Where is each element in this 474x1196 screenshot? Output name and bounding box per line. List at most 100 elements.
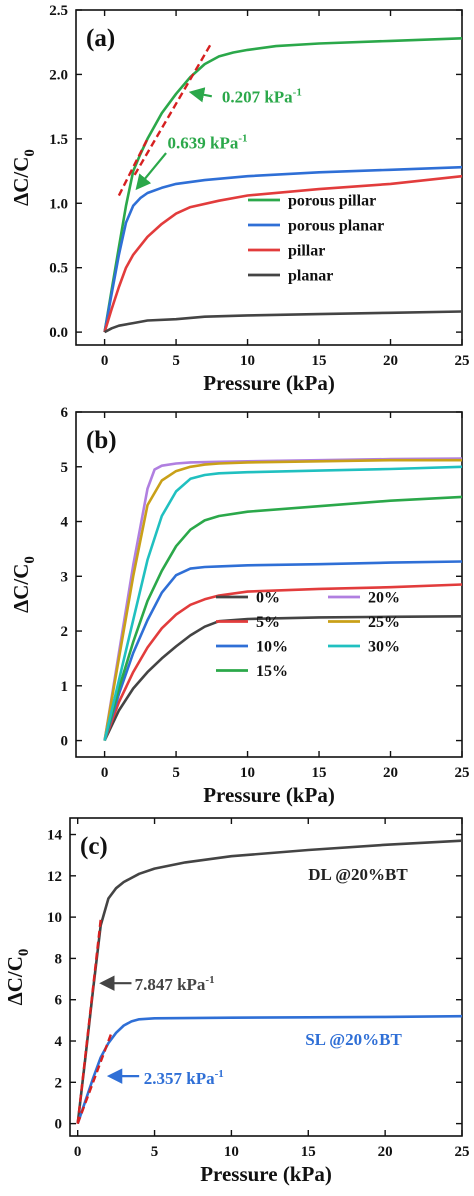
annotation-text: DL @20%BT bbox=[308, 865, 408, 884]
series-line-3 bbox=[103, 495, 463, 741]
panel-label: (b) bbox=[86, 427, 117, 454]
y-tick-label: 1 bbox=[61, 679, 69, 695]
annotation-text: 2.357 kPa bbox=[144, 1069, 215, 1088]
y-tick-label: 10 bbox=[47, 910, 62, 926]
series-line-2 bbox=[103, 560, 463, 741]
annotation-superscript: -1 bbox=[215, 1068, 224, 1080]
y-tick-label: 0.5 bbox=[49, 261, 68, 277]
y-axis-title-subscript: 0 bbox=[22, 149, 38, 157]
annotation-superscript: -1 bbox=[238, 133, 247, 145]
x-tick-label: 10 bbox=[224, 1144, 239, 1160]
linear-fit-line-0 bbox=[76, 919, 102, 1124]
annotation-label: DL @20%BT bbox=[308, 865, 408, 884]
y-tick-label: 14 bbox=[47, 828, 63, 844]
series-line-0 bbox=[103, 615, 463, 742]
plot-frame bbox=[75, 411, 463, 758]
annotation-superscript: -1 bbox=[293, 86, 302, 98]
annotation-text: 0.207 kPa bbox=[222, 87, 293, 106]
y-tick-label: 6 bbox=[61, 405, 69, 421]
series-line-3 bbox=[103, 310, 463, 334]
series-line-2 bbox=[103, 174, 463, 333]
annotation-label: 2.357 kPa-1 bbox=[144, 1068, 224, 1088]
annotation-text: 7.847 kPa bbox=[135, 975, 206, 994]
legend-label-2: 10% bbox=[256, 639, 288, 656]
x-tick-label: 0 bbox=[101, 353, 109, 369]
y-tick-label: 2.5 bbox=[49, 3, 68, 19]
x-axis-title: Pressure (kPa) bbox=[203, 371, 335, 395]
annotation-text: 0.639 kPa bbox=[167, 134, 238, 153]
series-line-1 bbox=[76, 1014, 463, 1125]
y-tick-label: 2 bbox=[55, 1075, 63, 1091]
panel-label: (a) bbox=[86, 25, 115, 52]
y-tick-label: 1.0 bbox=[49, 196, 68, 212]
y-tick-label: 2.0 bbox=[49, 67, 68, 83]
annotation-arrow bbox=[188, 87, 213, 103]
y-tick-label: 8 bbox=[55, 951, 63, 967]
chart-panel-a: 0 5 10 15 20 25 0.0 0.5 1.0 1.5 2.0 2.5 Pressure (kP… bbox=[9, 3, 470, 395]
y-tick-label: 5 bbox=[61, 460, 69, 476]
x-tick-label: 25 bbox=[455, 353, 470, 369]
x-tick-label: 5 bbox=[172, 765, 180, 781]
x-tick-label: 20 bbox=[383, 353, 398, 369]
annotation-superscript: -1 bbox=[205, 974, 214, 986]
panel-label: (c) bbox=[80, 833, 108, 860]
series-line-6 bbox=[103, 465, 463, 741]
x-tick-label: 10 bbox=[240, 765, 255, 781]
x-tick-label: 0 bbox=[101, 765, 109, 781]
series-line-1 bbox=[103, 583, 463, 742]
x-axis-title: Pressure (kPa) bbox=[203, 783, 335, 807]
y-axis-title-main: ΔC/C bbox=[9, 564, 33, 613]
x-tick-label: 25 bbox=[455, 765, 470, 781]
x-axis-title: Pressure (kPa) bbox=[200, 1162, 332, 1186]
x-tick-label: 10 bbox=[240, 353, 255, 369]
x-tick-label: 15 bbox=[301, 1144, 316, 1160]
x-tick-label: 20 bbox=[378, 1144, 393, 1160]
y-tick-label: 0 bbox=[55, 1117, 63, 1133]
x-tick-label: 0 bbox=[74, 1144, 82, 1160]
annotation-label: 0.639 kPa-1 bbox=[167, 133, 247, 153]
series-line-5 bbox=[103, 458, 462, 741]
y-axis-title: ΔC/C0 bbox=[3, 949, 32, 1006]
x-tick-label: 15 bbox=[312, 765, 327, 781]
series-line-0 bbox=[103, 37, 463, 333]
y-tick-label: 0.0 bbox=[49, 325, 68, 341]
y-axis-title-main: ΔC/C bbox=[3, 956, 27, 1005]
y-tick-label: 1.5 bbox=[49, 132, 68, 148]
y-axis-title-subscript: 0 bbox=[22, 556, 38, 564]
y-tick-label: 2 bbox=[61, 624, 69, 640]
y-tick-label: 4 bbox=[55, 1034, 63, 1050]
y-tick-label: 3 bbox=[61, 569, 69, 585]
annotation-text: SL @20%BT bbox=[305, 1030, 402, 1049]
linear-fit-line-1 bbox=[133, 44, 212, 176]
annotation-label: 0.207 kPa-1 bbox=[222, 86, 302, 106]
y-tick-label: 12 bbox=[47, 869, 62, 885]
y-tick-label: 0 bbox=[61, 734, 69, 750]
y-axis-title: ΔC/C0 bbox=[9, 556, 38, 613]
legend-label-3: 15% bbox=[256, 663, 288, 680]
plot-frame bbox=[75, 9, 463, 346]
legend-label-1: 5% bbox=[256, 614, 280, 631]
legend-label-6: 30% bbox=[368, 639, 400, 656]
x-tick-label: 5 bbox=[172, 353, 180, 369]
y-axis-title-subscript: 0 bbox=[16, 949, 32, 957]
legend-label-0: porous pillar bbox=[288, 193, 376, 210]
y-tick-label: 6 bbox=[55, 993, 63, 1009]
series-line-1 bbox=[103, 165, 463, 333]
x-tick-label: 20 bbox=[383, 765, 398, 781]
legend-label-2: pillar bbox=[288, 243, 325, 260]
legend-label-0: 0% bbox=[256, 590, 280, 607]
legend-label-5: 25% bbox=[368, 614, 400, 631]
legend-label-3: planar bbox=[288, 268, 333, 285]
legend-label-1: porous planar bbox=[288, 218, 384, 235]
y-tick-label: 4 bbox=[61, 515, 69, 531]
annotation-arrow bbox=[135, 152, 167, 191]
annotation-label: SL @20%BT bbox=[305, 1030, 402, 1049]
x-tick-label: 5 bbox=[151, 1144, 159, 1160]
y-axis-title-main: ΔC/C bbox=[9, 157, 33, 206]
linear-fit-line-1 bbox=[76, 1032, 113, 1125]
x-tick-label: 15 bbox=[312, 353, 327, 369]
y-axis-title: ΔC/C0 bbox=[9, 149, 38, 206]
